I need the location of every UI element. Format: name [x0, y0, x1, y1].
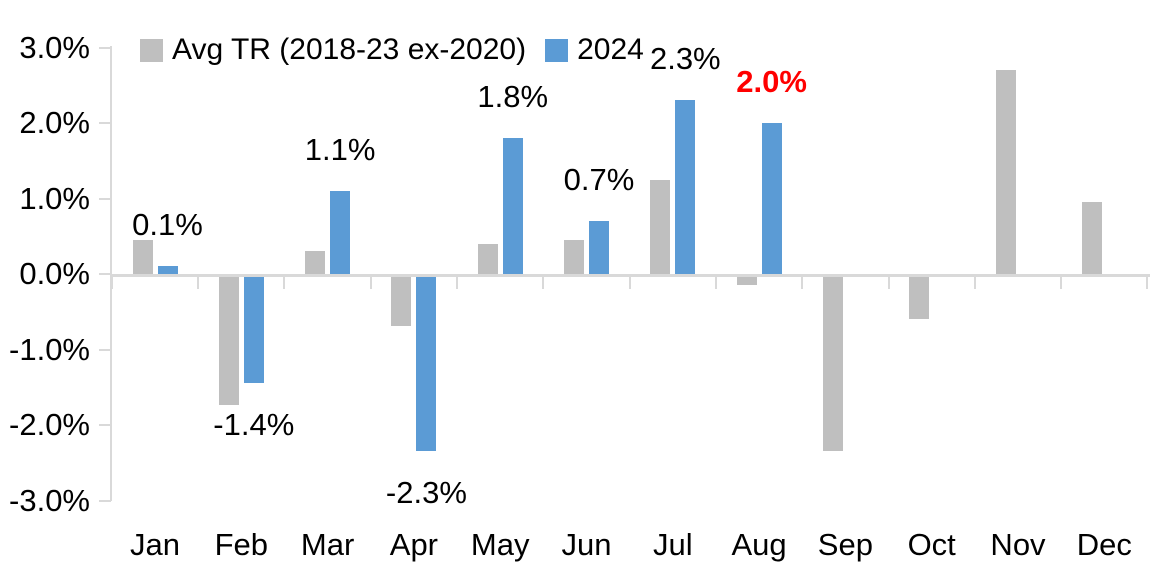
- bar-avg-tr-aug: [736, 277, 757, 285]
- y-axis-tick: [99, 122, 111, 124]
- month-label-sep: Sep: [817, 527, 873, 562]
- legend-item-avg-tr: Avg TR (2018-23 ex-2020): [140, 33, 526, 67]
- data-label-jan: 0.1%: [132, 207, 203, 243]
- x-axis-line: [110, 274, 1150, 277]
- y-axis-tick: [99, 348, 111, 351]
- data-label-apr: -2.3%: [385, 474, 467, 510]
- bar-avg-tr-sep: [822, 277, 843, 451]
- data-label-feb: -1.4%: [213, 406, 295, 442]
- month-label-mar: Mar: [300, 527, 355, 562]
- data-label-mar: 1.1%: [304, 131, 376, 167]
- month-label-nov: Nov: [990, 527, 1046, 562]
- bar-avg-tr-oct: [909, 277, 930, 319]
- x-axis-boundary-tick: [973, 277, 976, 289]
- x-axis-boundary-tick: [1060, 277, 1063, 289]
- x-axis-boundary-tick: [369, 277, 372, 289]
- bar-avg-tr-jun: [564, 240, 584, 274]
- bar-avg-tr-nov: [995, 70, 1016, 274]
- data-label-jun: 0.7%: [563, 162, 635, 198]
- bar-2024-may: [502, 138, 523, 274]
- y-tick-label: 0.0%: [19, 256, 90, 291]
- x-axis-boundary-tick: [887, 277, 890, 289]
- y-tick-label: -2.0%: [9, 407, 90, 442]
- month-label-jul: Jul: [652, 527, 693, 562]
- month-label-feb: Feb: [214, 527, 269, 562]
- data-label-aug: 2.0%: [736, 64, 807, 99]
- x-axis-boundary-tick: [628, 277, 631, 289]
- bar-2024-jan: [157, 266, 178, 274]
- x-axis-boundary-tick: [197, 277, 200, 289]
- x-axis-boundary-tick: [110, 277, 113, 289]
- bar-avg-tr-jul: [650, 179, 671, 274]
- y-axis-tick: [99, 499, 111, 502]
- legend-swatch-avg-tr-icon: [140, 38, 163, 62]
- legend-item-2024: 2024: [545, 33, 644, 67]
- data-label-jul: 2.3%: [649, 41, 721, 77]
- bar-avg-tr-may: [477, 243, 498, 274]
- month-label-jan: Jan: [130, 527, 180, 562]
- month-label-apr: Apr: [389, 527, 439, 562]
- month-label-dec: Dec: [1076, 527, 1132, 562]
- month-label-oct: Oct: [907, 527, 956, 562]
- chart-legend: Avg TR (2018-23 ex-2020) 2024: [140, 33, 644, 67]
- y-axis-tick: [99, 46, 111, 49]
- y-tick-label: -3.0%: [9, 482, 90, 518]
- bar-avg-tr-jan: [132, 240, 153, 274]
- month-label-jun: Jun: [561, 527, 612, 562]
- bar-avg-tr-dec: [1081, 202, 1102, 274]
- y-tick-label: 2.0%: [19, 105, 90, 140]
- y-axis-tick: [99, 273, 111, 275]
- bar-2024-apr: [416, 277, 437, 451]
- month-label-aug: Aug: [731, 527, 787, 562]
- legend-label-2024: 2024: [577, 33, 644, 66]
- y-axis-line: [110, 46, 112, 501]
- x-axis-boundary-tick: [1146, 277, 1149, 289]
- data-label-may: 1.8%: [477, 79, 549, 115]
- y-axis-tick: [99, 197, 111, 200]
- bar-avg-tr-feb: [218, 277, 239, 406]
- bar-avg-tr-mar: [305, 251, 326, 274]
- bar-2024-feb: [243, 277, 264, 383]
- x-axis-boundary-tick: [801, 277, 804, 289]
- y-axis-tick: [99, 424, 111, 426]
- bar-2024-jul: [675, 100, 696, 274]
- month-label-may: May: [470, 527, 530, 562]
- bar-2024-mar: [330, 190, 351, 274]
- bar-2024-aug: [761, 123, 782, 274]
- y-tick-label: 1.0%: [19, 180, 90, 216]
- x-axis-boundary-tick: [283, 277, 286, 289]
- y-tick-label: 3.0%: [19, 29, 90, 65]
- legend-swatch-2024-icon: [545, 38, 569, 62]
- bar-avg-tr-apr: [391, 277, 412, 327]
- x-axis-boundary-tick: [456, 277, 459, 289]
- bar-2024-jun: [589, 221, 609, 274]
- x-axis-boundary-tick: [542, 277, 545, 289]
- y-tick-label: -1.0%: [9, 331, 90, 367]
- legend-label-avg-tr: Avg TR (2018-23 ex-2020): [172, 33, 527, 66]
- x-axis-boundary-tick: [714, 277, 717, 289]
